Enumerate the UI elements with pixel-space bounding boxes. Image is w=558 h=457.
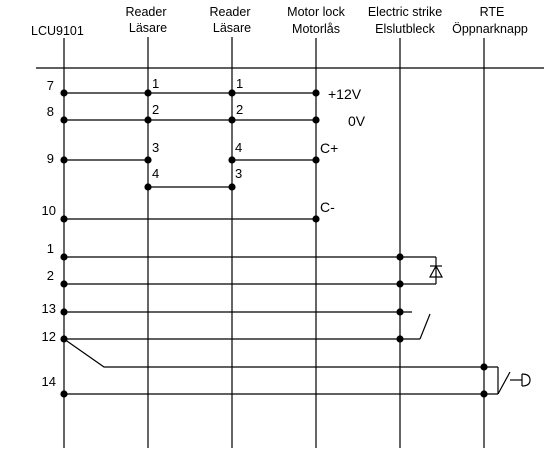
- header-reader2-sv: Läsare: [213, 21, 251, 35]
- reader2-terminal-1: 1: [236, 76, 243, 91]
- column-headers: LCU9101 Reader Läsare Reader Läsare Moto…: [31, 5, 528, 38]
- header-rte-en: RTE: [480, 5, 505, 19]
- header-lcu: LCU9101: [31, 24, 84, 38]
- reader1-terminal-3: 3: [152, 140, 159, 155]
- wires: [63, 92, 498, 395]
- header-rte-sv: Öppnarknapp: [452, 22, 528, 36]
- header-reader1-sv: Läsare: [129, 21, 167, 35]
- lcu-pin-9: 9: [47, 151, 54, 166]
- vertical-buses: [63, 37, 485, 448]
- lcu-pin-1: 1: [47, 241, 54, 256]
- header-motor-en: Motor lock: [287, 5, 345, 19]
- header-strike-sv: Elslutbleck: [375, 22, 435, 36]
- rte-button-symbol: [497, 367, 531, 395]
- lcu-pin-14: 14: [42, 374, 56, 389]
- lcu-pin-13: 13: [42, 301, 56, 316]
- lcu-pin-10: 10: [42, 203, 56, 218]
- reader1-terminal-labels: 1 2 3 4: [152, 76, 159, 181]
- reader2-terminal-4: 4: [235, 140, 242, 155]
- header-motor-sv: Motorlås: [292, 22, 340, 36]
- header-strike-en: Electric strike: [368, 5, 442, 19]
- header-reader1-en: Reader: [126, 5, 167, 19]
- header-reader2-en: Reader: [210, 5, 251, 19]
- reader2-terminal-2: 2: [236, 102, 243, 117]
- diode-symbol: [428, 257, 444, 284]
- reader2-terminal-3: 3: [235, 166, 242, 181]
- lcu-pin-labels: 7 8 9 10 1 2 13 12 14: [42, 78, 56, 389]
- junction-dots: [60, 89, 488, 398]
- reader1-terminal-1: 1: [152, 76, 159, 91]
- reader2-terminal-labels: 1 2 4 3: [235, 76, 243, 181]
- lcu-pin-2: 2: [47, 268, 54, 283]
- lcu-pin-12: 12: [42, 329, 56, 344]
- signal-c-minus: C-: [320, 199, 335, 215]
- lcu-pin-8: 8: [47, 104, 54, 119]
- strike-switch-symbol: [419, 313, 431, 340]
- lcu-pin-7: 7: [47, 78, 54, 93]
- reader1-terminal-4: 4: [152, 166, 159, 181]
- signal-0v: 0V: [348, 113, 366, 129]
- signal-plus12v: +12V: [328, 86, 362, 102]
- motor-signal-labels: +12V 0V C+ C-: [320, 86, 366, 215]
- wire-pin12-rte: [63, 338, 498, 368]
- reader1-terminal-2: 2: [152, 102, 159, 117]
- signal-c-plus: C+: [320, 140, 338, 156]
